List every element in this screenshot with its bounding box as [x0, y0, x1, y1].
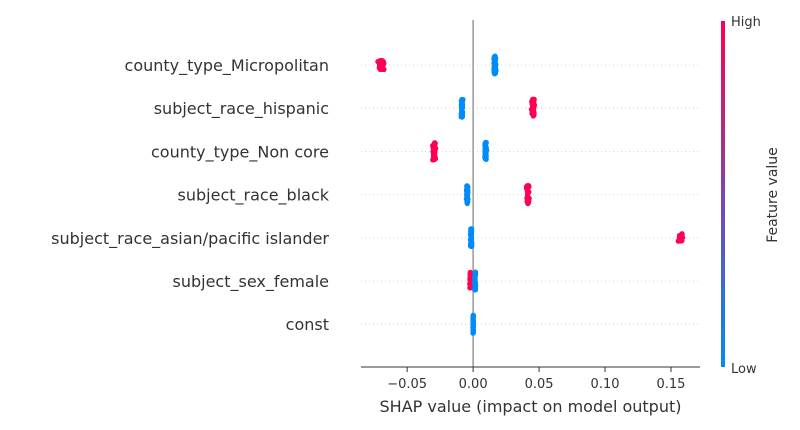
data-point	[525, 200, 531, 207]
data-point	[472, 273, 478, 279]
data-points	[375, 53, 686, 336]
feature-rows: county_type_Micropolitan subject_race_his…	[51, 56, 700, 334]
x-axis-ticks: −0.05 0.00 0.05 0.10 0.15	[387, 367, 685, 392]
data-point	[483, 144, 489, 150]
data-point	[467, 271, 473, 277]
colorbar-high-label: High	[731, 15, 761, 30]
colorbar-title: Feature value	[765, 147, 781, 243]
data-point	[531, 101, 537, 107]
colorbar	[721, 21, 725, 367]
feature-label: subject_sex_female	[172, 272, 329, 292]
data-point	[375, 59, 381, 65]
data-point	[377, 66, 383, 72]
data-point	[679, 231, 685, 237]
x-tick-label: 0.10	[591, 377, 620, 392]
data-point	[483, 153, 489, 159]
data-point	[491, 57, 498, 63]
x-tick-label: 0.15	[657, 377, 686, 392]
data-point	[470, 317, 476, 324]
data-point	[431, 143, 438, 149]
data-point	[464, 183, 470, 189]
x-axis-title: SHAP value (impact on model output)	[380, 397, 682, 416]
feature-label: subject_race_black	[178, 186, 330, 206]
feature-label: county_type_Non core	[151, 142, 329, 162]
x-tick-label: −0.05	[387, 377, 427, 392]
data-point	[529, 110, 535, 117]
data-point	[459, 113, 465, 119]
colorbar-low-label: Low	[731, 362, 757, 377]
data-point	[431, 155, 437, 161]
data-point	[458, 103, 465, 109]
data-point	[472, 280, 478, 286]
x-tick-label: 0.00	[459, 377, 488, 392]
data-point	[379, 60, 385, 66]
data-point	[465, 196, 471, 203]
feature-label: subject_race_hispanic	[154, 99, 329, 119]
data-point	[524, 188, 530, 194]
data-point	[468, 231, 474, 237]
feature-label: const	[286, 315, 329, 334]
feature-label: county_type_Micropolitan	[125, 56, 329, 76]
data-point	[676, 235, 682, 241]
feature-label: subject_race_asian/pacific islander	[51, 229, 329, 249]
data-point	[467, 280, 473, 286]
data-point	[482, 140, 488, 146]
data-point	[464, 188, 470, 195]
data-point	[472, 286, 479, 292]
data-point	[529, 97, 536, 103]
data-point	[492, 65, 498, 71]
data-point	[459, 97, 465, 103]
data-point	[491, 69, 498, 75]
x-tick-label: 0.05	[525, 377, 554, 392]
data-point	[468, 241, 474, 247]
data-point	[470, 329, 476, 335]
data-point	[525, 183, 532, 189]
